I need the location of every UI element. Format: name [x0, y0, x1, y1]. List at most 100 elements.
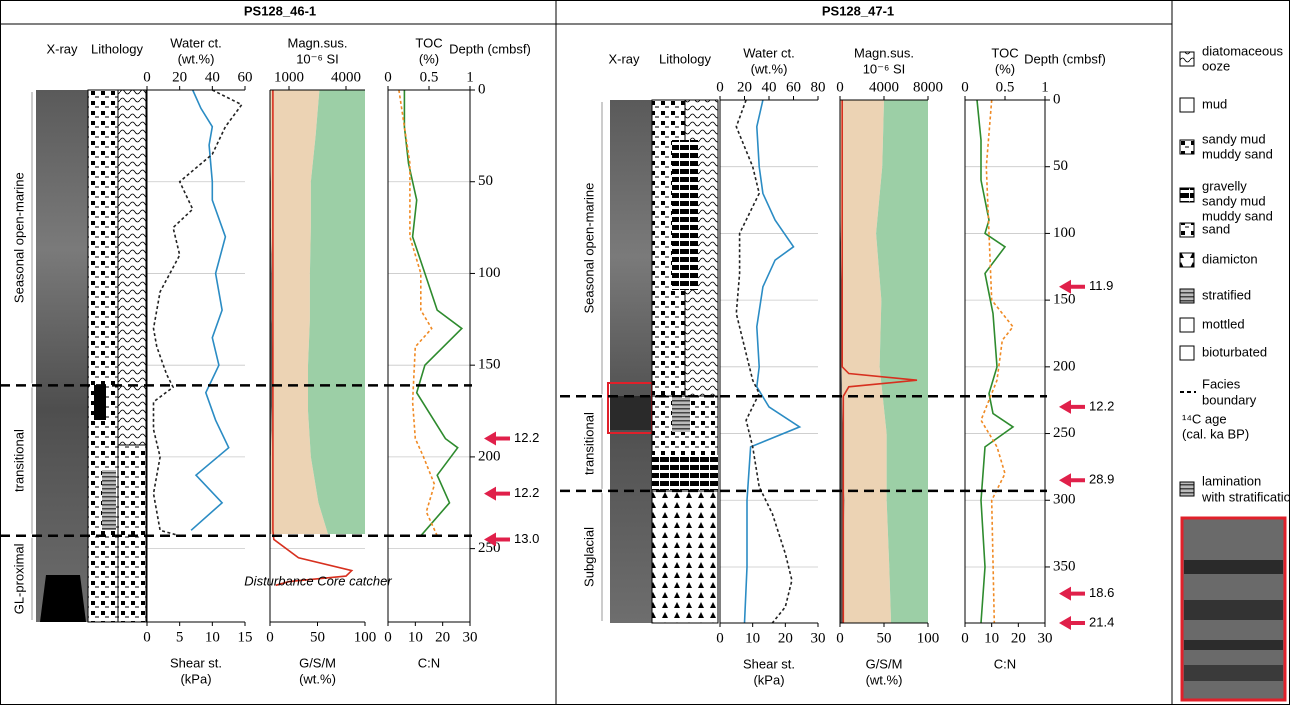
x2-tick-label: 10: [745, 630, 760, 646]
lithology: [118, 445, 146, 622]
figure: PS128_46-1 X-ray Lithology Depth (cmbsf) 0 20…: [0, 0, 1290, 705]
age-arrow: [1059, 400, 1085, 414]
x2-tick-label: 0: [836, 630, 844, 646]
x-tick-label: 20: [737, 79, 752, 95]
bottom-axis-label: C:N: [418, 655, 440, 670]
lithology: [672, 140, 698, 290]
legend-text: sandy mud: [1202, 131, 1266, 146]
x2-tick-label: 0: [716, 630, 724, 646]
x-tick-label: 0.5: [996, 79, 1015, 95]
x-tick-label: 0: [716, 79, 724, 95]
core-title: PS128_46-1: [244, 3, 316, 18]
depth-label: Depth (cmbsf): [449, 41, 531, 56]
x2-tick-label: 20: [778, 630, 793, 646]
x-tick-label: 4000: [331, 69, 361, 85]
x-tick-label: 1000: [274, 69, 304, 85]
y-tick-label: 250: [1053, 425, 1076, 441]
age-arrow: [1059, 473, 1085, 487]
age-label: 12.2: [1089, 398, 1114, 413]
age-label: 21.4: [1089, 614, 1114, 629]
bottom-axis-label: Shear st.: [743, 656, 795, 671]
x2-tick-label: 100: [917, 630, 940, 646]
x2-tick-label: 10: [205, 629, 220, 645]
legend-text: stratified: [1202, 287, 1251, 302]
x-tick-label: 60: [238, 69, 253, 85]
x-tick-label: 0: [836, 79, 844, 95]
top-axis-label: (%): [419, 51, 439, 66]
x-tick-label: 0: [961, 79, 969, 95]
top-axis-label: 10⁻⁶ SI: [863, 61, 906, 76]
top-axis-label: TOC: [991, 45, 1018, 60]
y-tick-label: 100: [1053, 225, 1076, 241]
x2-tick-label: 10: [408, 629, 423, 645]
profile-line: [977, 100, 1013, 623]
top-axis-label: (wt.%): [751, 61, 788, 76]
legend-text: diatomaceous: [1202, 43, 1283, 58]
core-title: PS128_47-1: [822, 3, 894, 18]
top-axis-label: TOC: [415, 35, 442, 50]
x2-tick-label: 10: [984, 630, 999, 646]
age-label: 28.9: [1089, 472, 1114, 487]
age-arrow: [1059, 616, 1085, 630]
facies-label: GL-proximal: [11, 543, 26, 614]
y-tick-label: 200: [1053, 358, 1076, 374]
x2-tick-label: 20: [1011, 630, 1026, 646]
top-axis-label: Water ct.: [743, 45, 795, 60]
y-tick-label: 50: [1053, 158, 1068, 174]
x2-tick-label: 5: [176, 629, 184, 645]
y-tick-label: 150: [1053, 292, 1076, 308]
legend-text: ooze: [1202, 58, 1230, 73]
bottom-axis-label: Shear st.: [170, 655, 222, 670]
bottom-axis-label: (kPa): [753, 672, 784, 687]
y-tick-label: 200: [478, 448, 501, 464]
legend-text: gravelly: [1202, 178, 1247, 193]
x2-tick-label: 50: [877, 630, 892, 646]
lithology: [118, 90, 146, 445]
legend-text: ¹⁴C age: [1182, 411, 1227, 426]
legend-text: muddy sand: [1202, 146, 1273, 161]
xray-image: [36, 90, 88, 622]
legend-text: diamicton: [1202, 251, 1258, 266]
x-tick-label: 0: [384, 69, 392, 85]
x2-tick-label: 30: [811, 630, 826, 646]
column-label: Lithology: [659, 51, 712, 66]
y-tick-label: 0: [478, 81, 486, 97]
facies-label: Subglacial: [581, 527, 596, 587]
profile-line: [404, 90, 461, 536]
age-label: 12.2: [514, 430, 539, 445]
column-label: X-ray: [46, 41, 78, 56]
legend-text: bioturbated: [1202, 344, 1267, 359]
top-axis-label: 10⁻⁶ SI: [296, 51, 339, 66]
x-tick-label: 8000: [913, 79, 943, 95]
x2-tick-label: 0: [143, 629, 151, 645]
x-tick-label: 0.5: [420, 69, 439, 85]
age-label: 12.2: [514, 485, 539, 500]
bottom-axis-label: (wt.%): [866, 672, 903, 687]
y-tick-label: 150: [478, 357, 501, 373]
top-axis-label: Magn.sus.: [854, 45, 914, 60]
xray-dark: [40, 575, 86, 622]
legend-text: sandy mud: [1202, 193, 1266, 208]
column-label: X-ray: [608, 51, 640, 66]
depth-label: Depth (cmbsf): [1024, 51, 1106, 66]
age-arrow: [484, 432, 510, 446]
legend-text: mud: [1202, 96, 1227, 111]
legend-text: sand: [1202, 221, 1230, 236]
legend-text: (cal. ka BP): [1182, 426, 1249, 441]
x-tick-label: 1: [466, 69, 474, 85]
legend-text: lamination: [1202, 473, 1261, 488]
x2-tick-label: 30: [1038, 630, 1053, 646]
profile-line: [745, 100, 800, 623]
top-axis-label: Water ct.: [170, 35, 222, 50]
age-arrow: [1059, 587, 1085, 601]
facies-label: transitional: [11, 429, 26, 492]
gsm-area: [308, 90, 365, 534]
lithology: [94, 385, 106, 420]
x2-tick-label: 30: [463, 629, 478, 645]
annotation: Disturbance Core catcher: [244, 573, 392, 588]
age-label: 18.6: [1089, 585, 1114, 600]
lithology: [102, 470, 116, 530]
x2-tick-label: 50: [310, 629, 325, 645]
legend-text: Facies: [1202, 376, 1241, 391]
age-label: 11.9: [1089, 278, 1113, 293]
